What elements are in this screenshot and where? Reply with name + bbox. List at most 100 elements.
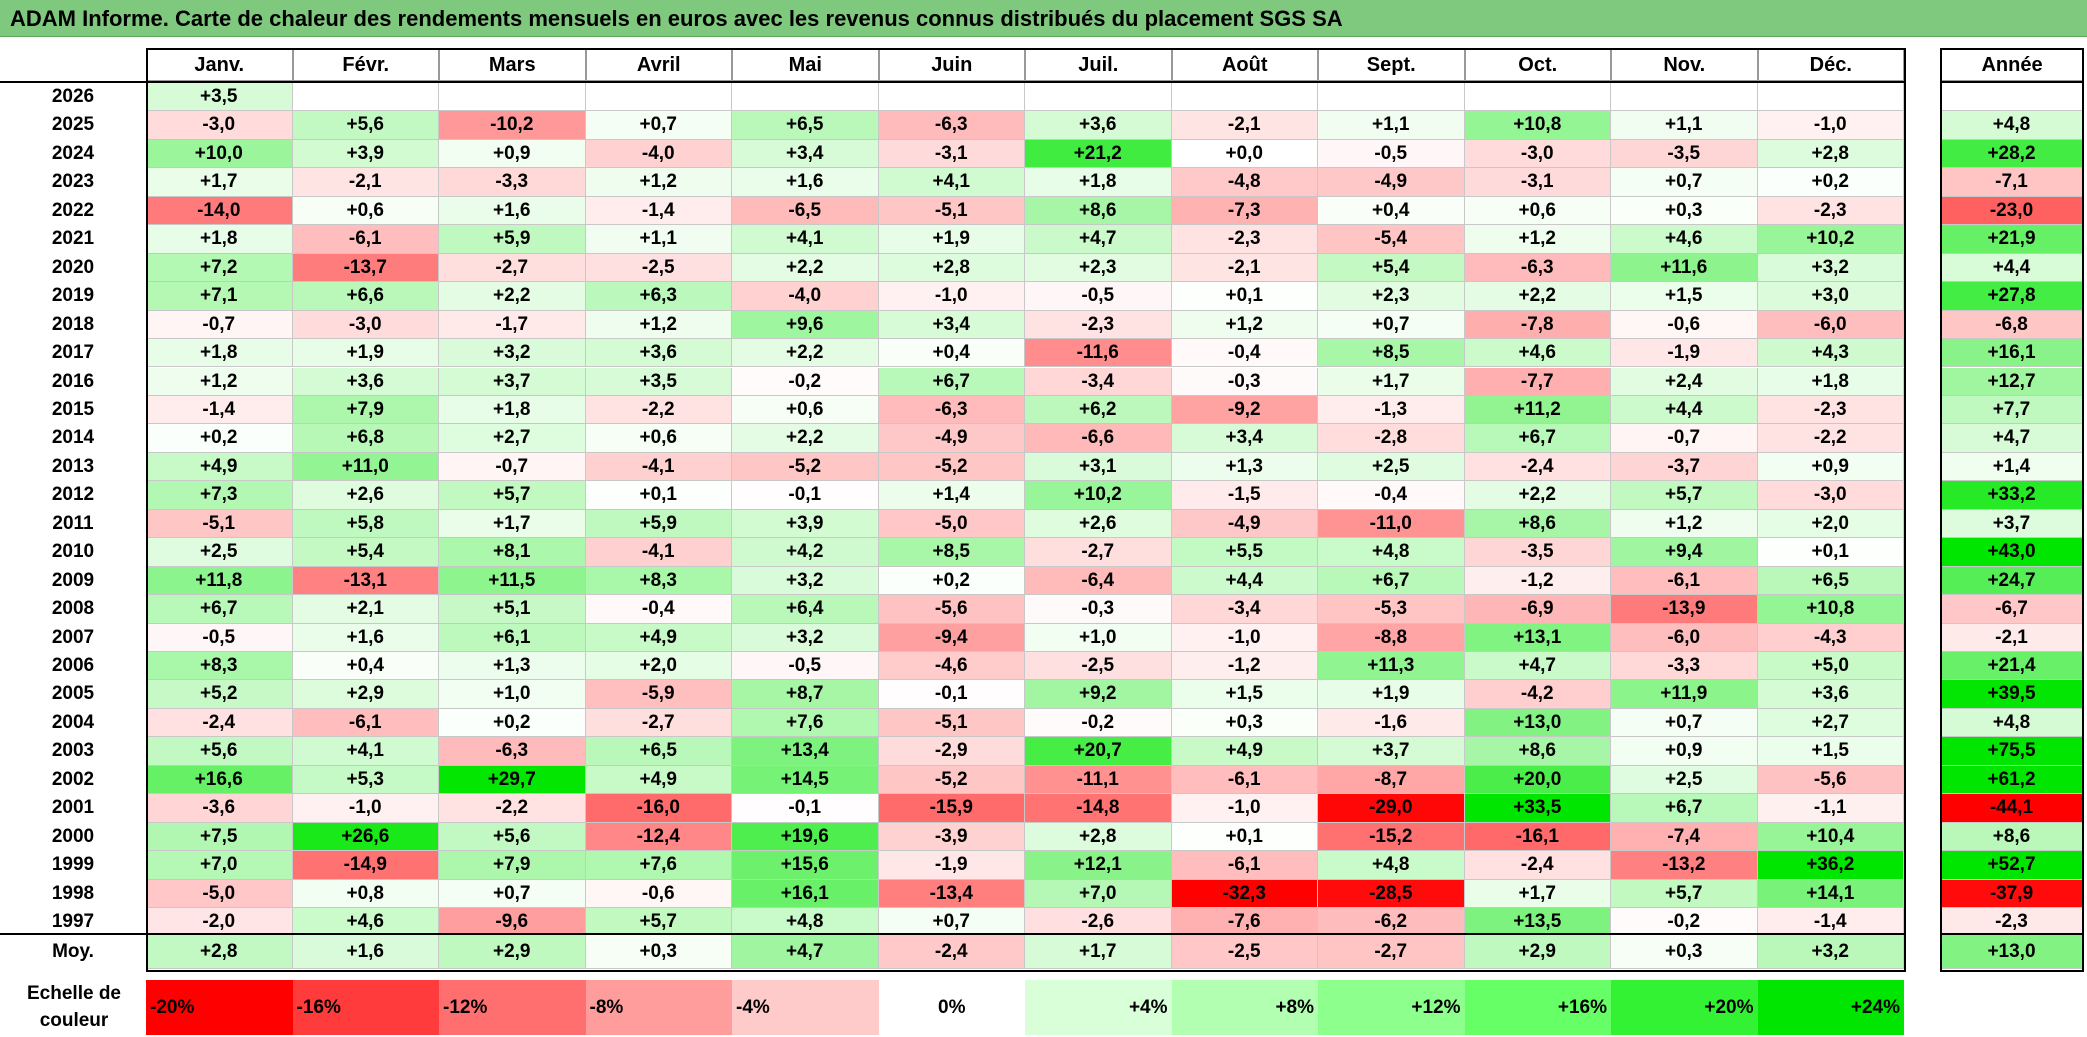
month-value-cell: +1,9	[292, 339, 439, 368]
month-value-cell: -5,4	[1318, 225, 1465, 254]
month-value-cell: -28,5	[1318, 879, 1465, 909]
month-value-cell: +4,9	[585, 765, 732, 795]
color-scale-step: +4%	[1025, 980, 1172, 1035]
month-value-cell: +11,2	[1464, 395, 1611, 425]
month-value-cell: +2,2	[439, 282, 586, 311]
month-value-cell: -6,1	[1171, 765, 1318, 795]
month-value-cell: +1,8	[146, 339, 293, 368]
month-value-cell: +0,9	[439, 139, 586, 169]
month-value-cell: +2,6	[1025, 509, 1172, 539]
month-value-cell: -0,5	[1025, 282, 1172, 311]
average-value-cell: +1,6	[292, 935, 439, 969]
empty-cell	[439, 83, 586, 112]
year-label: 2015	[0, 395, 146, 425]
average-value-cell: -2,5	[1171, 935, 1318, 969]
annual-value-cell: +21,4	[1940, 652, 2084, 681]
month-value-cell: +1,8	[146, 225, 293, 254]
empty-cell	[1464, 83, 1611, 112]
month-header: Févr.	[292, 48, 439, 81]
month-value-cell: -5,0	[146, 879, 293, 909]
month-value-cell: +8,3	[585, 566, 732, 596]
month-value-cell: +36,2	[1757, 851, 1904, 880]
month-value-cell: -3,1	[878, 139, 1025, 169]
month-value-cell: +8,7	[732, 680, 879, 709]
month-value-cell: +15,6	[732, 851, 879, 880]
year-label: 2011	[0, 509, 146, 539]
month-value-cell: +0,2	[1757, 168, 1904, 197]
month-value-cell: +2,7	[1757, 708, 1904, 738]
month-value-cell: +4,8	[1318, 851, 1465, 880]
month-value-cell: -5,0	[878, 509, 1025, 539]
month-value-cell: -4,3	[1757, 623, 1904, 652]
month-value-cell: -2,7	[439, 253, 586, 283]
month-value-cell: -6,9	[1464, 595, 1611, 624]
month-value-cell: -3,1	[1464, 168, 1611, 197]
month-value-cell: +6,5	[585, 737, 732, 766]
month-value-cell: -4,9	[1318, 168, 1465, 197]
month-value-cell: +9,2	[1025, 680, 1172, 709]
year-label: 2010	[0, 538, 146, 567]
month-value-cell: +29,7	[439, 765, 586, 795]
month-value-cell: -2,3	[1025, 310, 1172, 340]
month-value-cell: -0,1	[732, 481, 879, 510]
month-value-cell: -6,1	[1611, 566, 1758, 596]
month-value-cell: +8,5	[878, 538, 1025, 567]
month-value-cell: +3,9	[292, 139, 439, 169]
month-value-cell: +1,0	[439, 680, 586, 709]
month-value-cell: +1,8	[1025, 168, 1172, 197]
annual-value-cell: +52,7	[1940, 851, 2084, 880]
month-value-cell: +8,6	[1464, 737, 1611, 766]
month-value-cell: +5,6	[439, 822, 586, 852]
month-value-cell: +2,8	[1757, 139, 1904, 169]
month-value-cell: +10,2	[1757, 225, 1904, 254]
month-value-cell: -2,3	[1757, 196, 1904, 226]
year-label: 2026	[0, 83, 146, 112]
month-value-cell: -2,5	[585, 253, 732, 283]
month-value-cell: +0,7	[1611, 708, 1758, 738]
month-value-cell: +5,2	[146, 680, 293, 709]
month-value-cell: -2,7	[585, 708, 732, 738]
annual-value-cell: -2,1	[1940, 623, 2084, 652]
month-value-cell: +7,1	[146, 282, 293, 311]
month-value-cell: +3,0	[1757, 282, 1904, 311]
month-value-cell: +13,4	[732, 737, 879, 766]
month-value-cell: -13,4	[878, 879, 1025, 909]
month-value-cell: +5,4	[292, 538, 439, 567]
chart-title: ADAM Informe. Carte de chaleur des rende…	[10, 6, 1343, 31]
month-value-cell: -5,1	[878, 708, 1025, 738]
month-value-cell: -13,9	[1611, 595, 1758, 624]
month-value-cell: +6,7	[878, 367, 1025, 396]
month-value-cell: +1,1	[1318, 111, 1465, 140]
month-value-cell: -11,0	[1318, 509, 1465, 539]
month-value-cell: +26,6	[292, 822, 439, 852]
month-value-cell: +11,8	[146, 566, 293, 596]
month-value-cell: -1,6	[1318, 708, 1465, 738]
month-value-cell: -5,2	[878, 452, 1025, 482]
year-label: 2025	[0, 111, 146, 140]
month-value-cell: +8,5	[1318, 339, 1465, 368]
month-value-cell: +0,3	[1611, 196, 1758, 226]
annual-header: Année	[1940, 48, 2084, 81]
month-value-cell: +4,4	[1611, 395, 1758, 425]
month-value-cell: +0,0	[1171, 139, 1318, 169]
month-value-cell: +1,6	[292, 623, 439, 652]
average-value-cell: +2,9	[439, 935, 586, 969]
average-value-cell: +4,7	[732, 935, 879, 969]
month-value-cell: +13,1	[1464, 623, 1611, 652]
empty-cell	[1025, 83, 1172, 112]
month-value-cell: +7,6	[585, 851, 732, 880]
month-value-cell: +1,2	[146, 367, 293, 396]
month-value-cell: +5,6	[292, 111, 439, 140]
month-value-cell: +21,2	[1025, 139, 1172, 169]
month-header: Oct.	[1464, 48, 1611, 81]
month-value-cell: -9,4	[878, 623, 1025, 652]
month-value-cell: -2,9	[878, 737, 1025, 766]
month-value-cell: +0,4	[878, 339, 1025, 368]
month-value-cell: -5,1	[878, 196, 1025, 226]
month-value-cell: +10,2	[1025, 481, 1172, 510]
year-label: 2002	[0, 765, 146, 795]
month-value-cell: +0,2	[878, 566, 1025, 596]
year-label: 2016	[0, 367, 146, 396]
month-value-cell: -0,5	[146, 623, 293, 652]
month-value-cell: -14,9	[292, 851, 439, 880]
